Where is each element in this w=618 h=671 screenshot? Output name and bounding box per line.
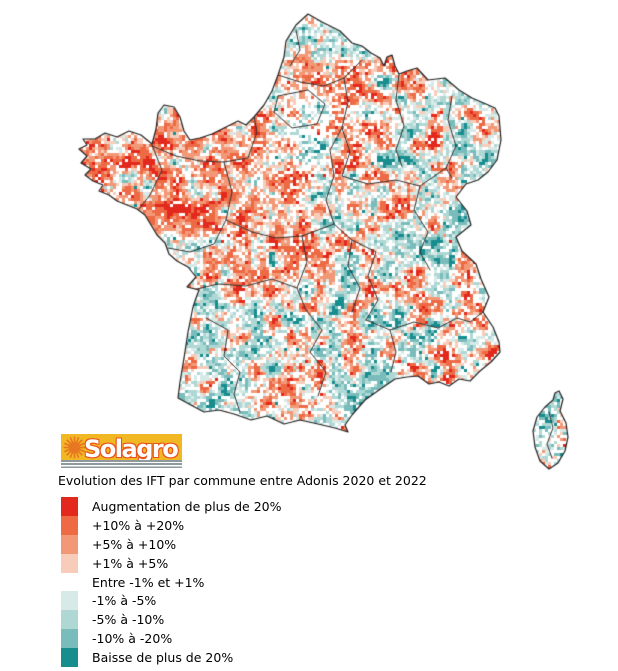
legend-swatch bbox=[61, 553, 78, 573]
legend-swatch bbox=[61, 534, 78, 554]
sun-icon bbox=[63, 436, 86, 459]
legend-swatch bbox=[61, 629, 78, 649]
legend-label: +1% à +5% bbox=[92, 555, 169, 571]
solagro-logo: Solagro bbox=[61, 434, 182, 468]
france-choropleth-map bbox=[0, 0, 618, 480]
legend-label: +10% à +20% bbox=[92, 517, 185, 533]
legend-label: -10% à -20% bbox=[92, 631, 173, 647]
legend-label: Baisse de plus de 20% bbox=[92, 650, 234, 666]
legend-row: Entre -1% et +1% bbox=[61, 572, 281, 592]
legend-label: -1% à -5% bbox=[92, 593, 157, 609]
legend-row: -10% à -20% bbox=[61, 629, 281, 649]
legend-label: -5% à -10% bbox=[92, 612, 165, 628]
legend-row: -1% à -5% bbox=[61, 591, 281, 611]
logo-text: Solagro bbox=[84, 435, 179, 463]
legend-label: Entre -1% et +1% bbox=[92, 574, 205, 590]
legend-row: +5% à +10% bbox=[61, 534, 281, 554]
legend-label: +5% à +10% bbox=[92, 536, 177, 552]
logo-stripes bbox=[61, 460, 182, 468]
legend-swatch bbox=[61, 610, 78, 630]
legend-swatch bbox=[61, 515, 78, 535]
legend-row: Baisse de plus de 20% bbox=[61, 648, 281, 668]
legend-row: Augmentation de plus de 20% bbox=[61, 497, 281, 516]
legend-label: Augmentation de plus de 20% bbox=[92, 498, 282, 514]
legend-swatch bbox=[61, 572, 78, 592]
legend-swatch bbox=[61, 497, 78, 516]
legend-swatch bbox=[61, 591, 78, 611]
legend-row: +10% à +20% bbox=[61, 515, 281, 535]
legend-row: +1% à +5% bbox=[61, 553, 281, 573]
legend-row: -5% à -10% bbox=[61, 610, 281, 630]
legend: Augmentation de plus de 20% +10% à +20% +5… bbox=[61, 497, 281, 668]
map-title: Evolution des IFT par commune entre Adon… bbox=[58, 473, 427, 488]
legend-swatch bbox=[61, 648, 78, 668]
